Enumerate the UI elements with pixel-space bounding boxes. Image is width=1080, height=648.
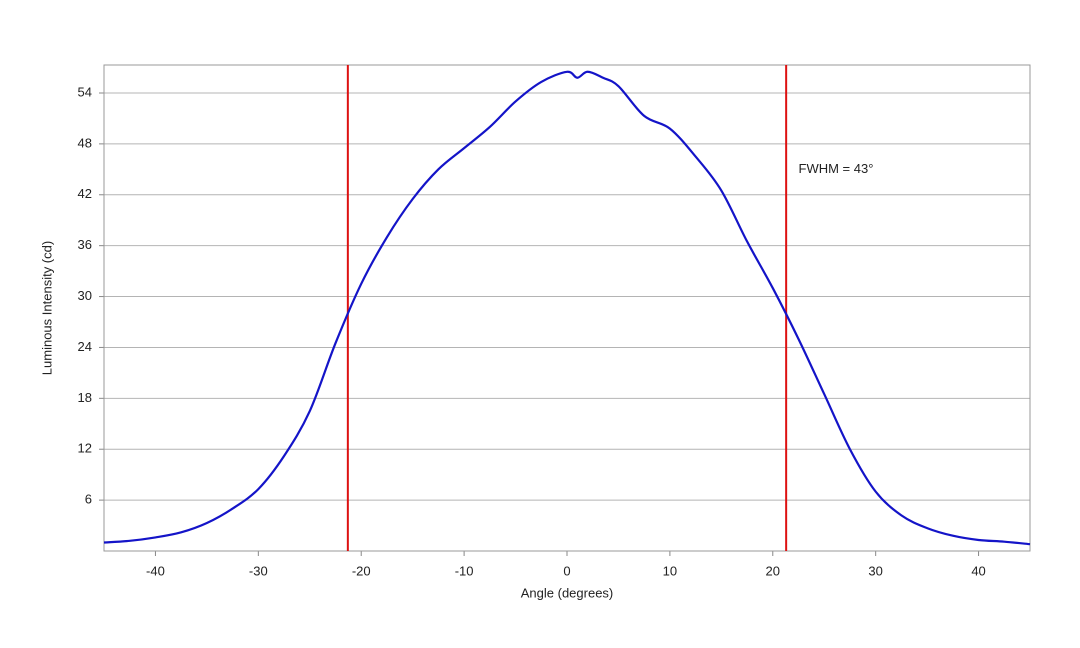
y-tick-label: 54 [78, 84, 92, 99]
y-axis-label: Luminous Intensity (cd) [39, 241, 54, 375]
x-tick-label: 20 [766, 563, 780, 578]
x-tick-label: 40 [971, 563, 985, 578]
y-tick-label: 30 [78, 288, 92, 303]
x-tick-label: -20 [352, 563, 371, 578]
x-axis-label: Angle (degrees) [521, 585, 614, 600]
y-tick-label: 18 [78, 390, 92, 405]
x-tick-label: 0 [563, 563, 570, 578]
y-tick-label: 36 [78, 237, 92, 252]
x-tick-label: 10 [663, 563, 677, 578]
x-tick-label: -40 [146, 563, 165, 578]
y-tick-label: 12 [78, 441, 92, 456]
plot-border [103, 64, 1031, 552]
x-tick-label: -30 [249, 563, 268, 578]
x-tick-label: 30 [868, 563, 882, 578]
y-tick-label: 42 [78, 186, 92, 201]
y-tick-label: 24 [78, 339, 92, 354]
y-tick-label: 6 [85, 492, 92, 507]
x-tick-label: -10 [455, 563, 474, 578]
y-tick-label: 48 [78, 135, 92, 150]
annotation: FWHM = 43° [799, 161, 874, 176]
intensity-curve [103, 70, 1031, 546]
